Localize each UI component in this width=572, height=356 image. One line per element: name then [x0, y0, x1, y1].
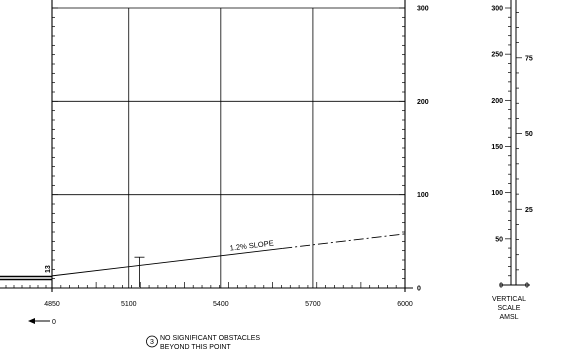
obstacle-note-line-2: BEYOND THIS POINT: [160, 344, 231, 351]
vertical-scale-right-label-25: 25: [525, 207, 533, 214]
x-tick-label-5100: 5100: [121, 301, 137, 308]
x-tick-label-6000: 6000: [397, 301, 413, 308]
vertical-scale-left-label-300: 300: [491, 6, 503, 13]
vertical-scale-left-label-200: 200: [491, 98, 503, 105]
vertical-scale-right-label-0: 0: [525, 283, 529, 290]
slope-line: [51, 233, 406, 277]
x-tick-label-5400: 5400: [213, 301, 229, 308]
vertical-scale-right-label-75: 75: [525, 55, 533, 62]
vertical-scale-caption-line-2: SCALE: [498, 305, 521, 312]
y-tick-label-300: 300: [417, 6, 429, 13]
vertical-scale: 0 50 100 150 200 250 300 0 25 50 75: [491, 0, 533, 290]
vertical-scale-left-label-250: 250: [491, 52, 503, 59]
y-tick-label-100: 100: [417, 192, 429, 199]
slope-line-dashed: [282, 233, 406, 249]
chart-frame: [0, 0, 413, 292]
x-tick-label-5700: 5700: [305, 301, 321, 308]
vertical-scale-left-label-100: 100: [491, 190, 503, 197]
direction-arrow-label: 0: [52, 319, 56, 326]
vertical-scale-caption-line-1: VERTICAL: [492, 296, 526, 303]
grid-lines: [52, 7, 405, 288]
y-axis-labels: 0 100 200 300: [417, 6, 429, 293]
y-tick-label-0: 0: [417, 286, 421, 293]
runway-end: [0, 275, 52, 281]
obstacle-number: 3: [150, 339, 154, 346]
y-tick-label-200: 200: [417, 99, 429, 106]
direction-arrow: [28, 318, 50, 324]
minor-ticks: [5, 7, 406, 289]
vertical-scale-right-label-50: 50: [525, 131, 533, 138]
vertical-scale-caption-line-3: AMSL: [499, 314, 518, 321]
vertical-scale-left-label-150: 150: [491, 144, 503, 151]
obstacle-note-line-1: NO SIGNIFICANT OBSTACLES: [160, 335, 260, 342]
vertical-scale-left-label-50: 50: [495, 236, 503, 243]
x-tick-label-4850: 4850: [44, 301, 60, 308]
vertical-scale-caption: VERTICAL SCALE AMSL: [492, 296, 526, 321]
vertical-scale-left-label-0: 0: [499, 283, 503, 290]
obstacle-note: 3 NO SIGNIFICANT OBSTACLES BEYOND THIS P…: [146, 335, 260, 351]
slope-line-solid: [51, 248, 283, 277]
start-elevation-label: 13: [45, 265, 52, 273]
obstacle-marker: [134, 256, 145, 287]
x-axis-labels: 4850 5100 5400 5700 6000: [44, 301, 413, 308]
